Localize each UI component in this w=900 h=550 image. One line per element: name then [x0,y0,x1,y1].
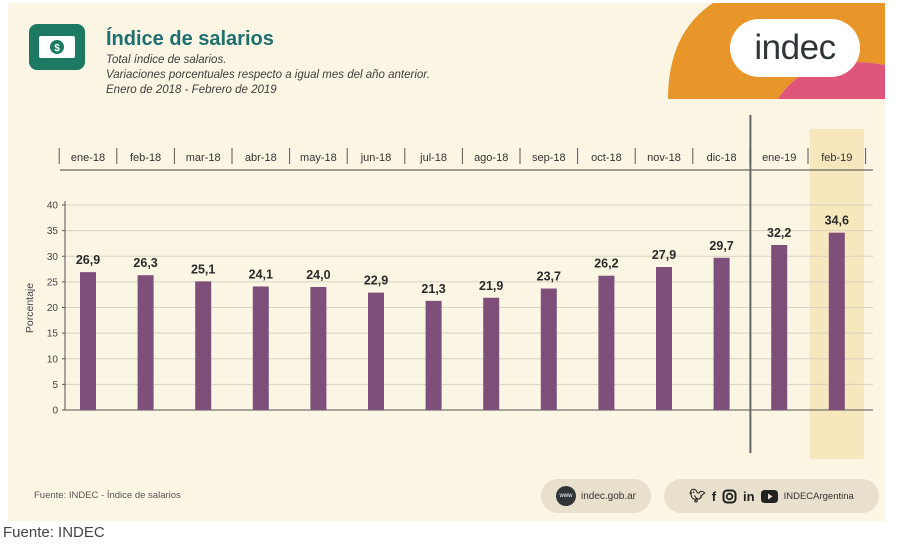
y-tick-label: 20 [47,303,59,314]
month-label: oct-18 [591,152,622,164]
bar [80,272,96,410]
youtube-icon[interactable] [760,489,778,503]
bar [828,232,845,410]
subtitle-line-3: Enero de 2018 - Febrero de 2019 [106,84,277,96]
data-label: 26,2 [594,257,618,271]
globe-icon: www [555,486,576,506]
subtitle-line-1: Total índice de salarios. [106,54,227,66]
month-label: ene-19 [762,152,796,164]
month-label: dic-18 [707,152,737,164]
facebook-icon[interactable]: f [711,488,717,504]
bar [195,281,212,410]
social-handle: INDECArgentina [783,490,854,502]
data-label: 24,0 [306,268,330,282]
y-tick-label: 30 [47,252,59,263]
y-tick-label: 25 [47,277,59,288]
bar [656,267,672,410]
data-label: 27,9 [652,248,676,262]
data-label: 29,7 [709,239,733,253]
data-label: 22,9 [364,274,388,288]
subtitle-line-2: Variaciones porcentuales respecto a igua… [106,69,430,81]
month-label: jul-18 [419,152,447,164]
data-label: 24,1 [249,267,273,281]
twitter-icon[interactable]: 🐦︎ [689,488,706,503]
y-tick-label: 5 [52,380,58,391]
svg-text:$: $ [54,43,60,54]
bar [771,244,788,410]
bar [368,292,384,410]
social-links: 🐦︎ f in INDECArgentina [664,479,879,513]
y-tick-label: 0 [52,406,58,417]
linkedin-icon[interactable]: in [743,488,755,504]
chart-title: Índice de salarios [106,28,274,50]
bar [425,300,442,410]
website-text: indec.gob.ar [580,490,637,502]
y-axis-label: Porcentaje [24,283,36,333]
data-label: 25,1 [191,262,215,276]
month-label: nov-18 [647,152,681,164]
month-label: feb-18 [130,152,161,164]
page-source-caption: Fuente: INDEC [3,524,105,541]
money-icon: $ [29,24,85,70]
y-tick-label: 40 [47,201,59,212]
indec-logo[interactable]: indec [730,19,860,77]
month-label: ene-18 [71,152,105,164]
data-label: 26,3 [133,256,157,270]
data-label: 26,9 [76,253,100,267]
bar [598,275,615,410]
data-label: 21,9 [479,279,503,293]
website-link[interactable]: www indec.gob.ar [541,479,651,513]
data-label: 21,3 [421,282,445,296]
pink-shape [778,61,885,99]
bar [713,257,730,410]
y-tick-label: 35 [47,226,59,237]
month-label: sep-18 [532,152,566,164]
bar [483,297,500,410]
month-label: jun-18 [360,152,392,164]
month-label: feb-19 [821,152,852,164]
source-note: Fuente: INDEC - Índice de salarios [34,490,181,501]
bar [252,286,269,410]
data-label: 23,7 [537,270,561,284]
month-label: mar-18 [186,152,221,164]
bar [137,275,154,410]
data-label: 32,2 [767,226,791,240]
y-tick-label: 10 [47,354,59,365]
bar [310,287,327,410]
month-label: ago-18 [474,152,508,164]
y-tick-label: 15 [47,329,59,340]
month-label: may-18 [300,152,337,164]
month-label: abr-18 [245,152,277,164]
instagram-icon[interactable] [722,489,737,504]
infographic-card: indec $ Índice de salarios Total índice … [8,3,885,521]
bar [540,288,557,410]
bar-chart: 0 5 10 15 20 25 30 35 40 Porcentaje ene-18 feb-18 ma… [24,115,873,459]
data-label: 34,6 [825,214,849,228]
